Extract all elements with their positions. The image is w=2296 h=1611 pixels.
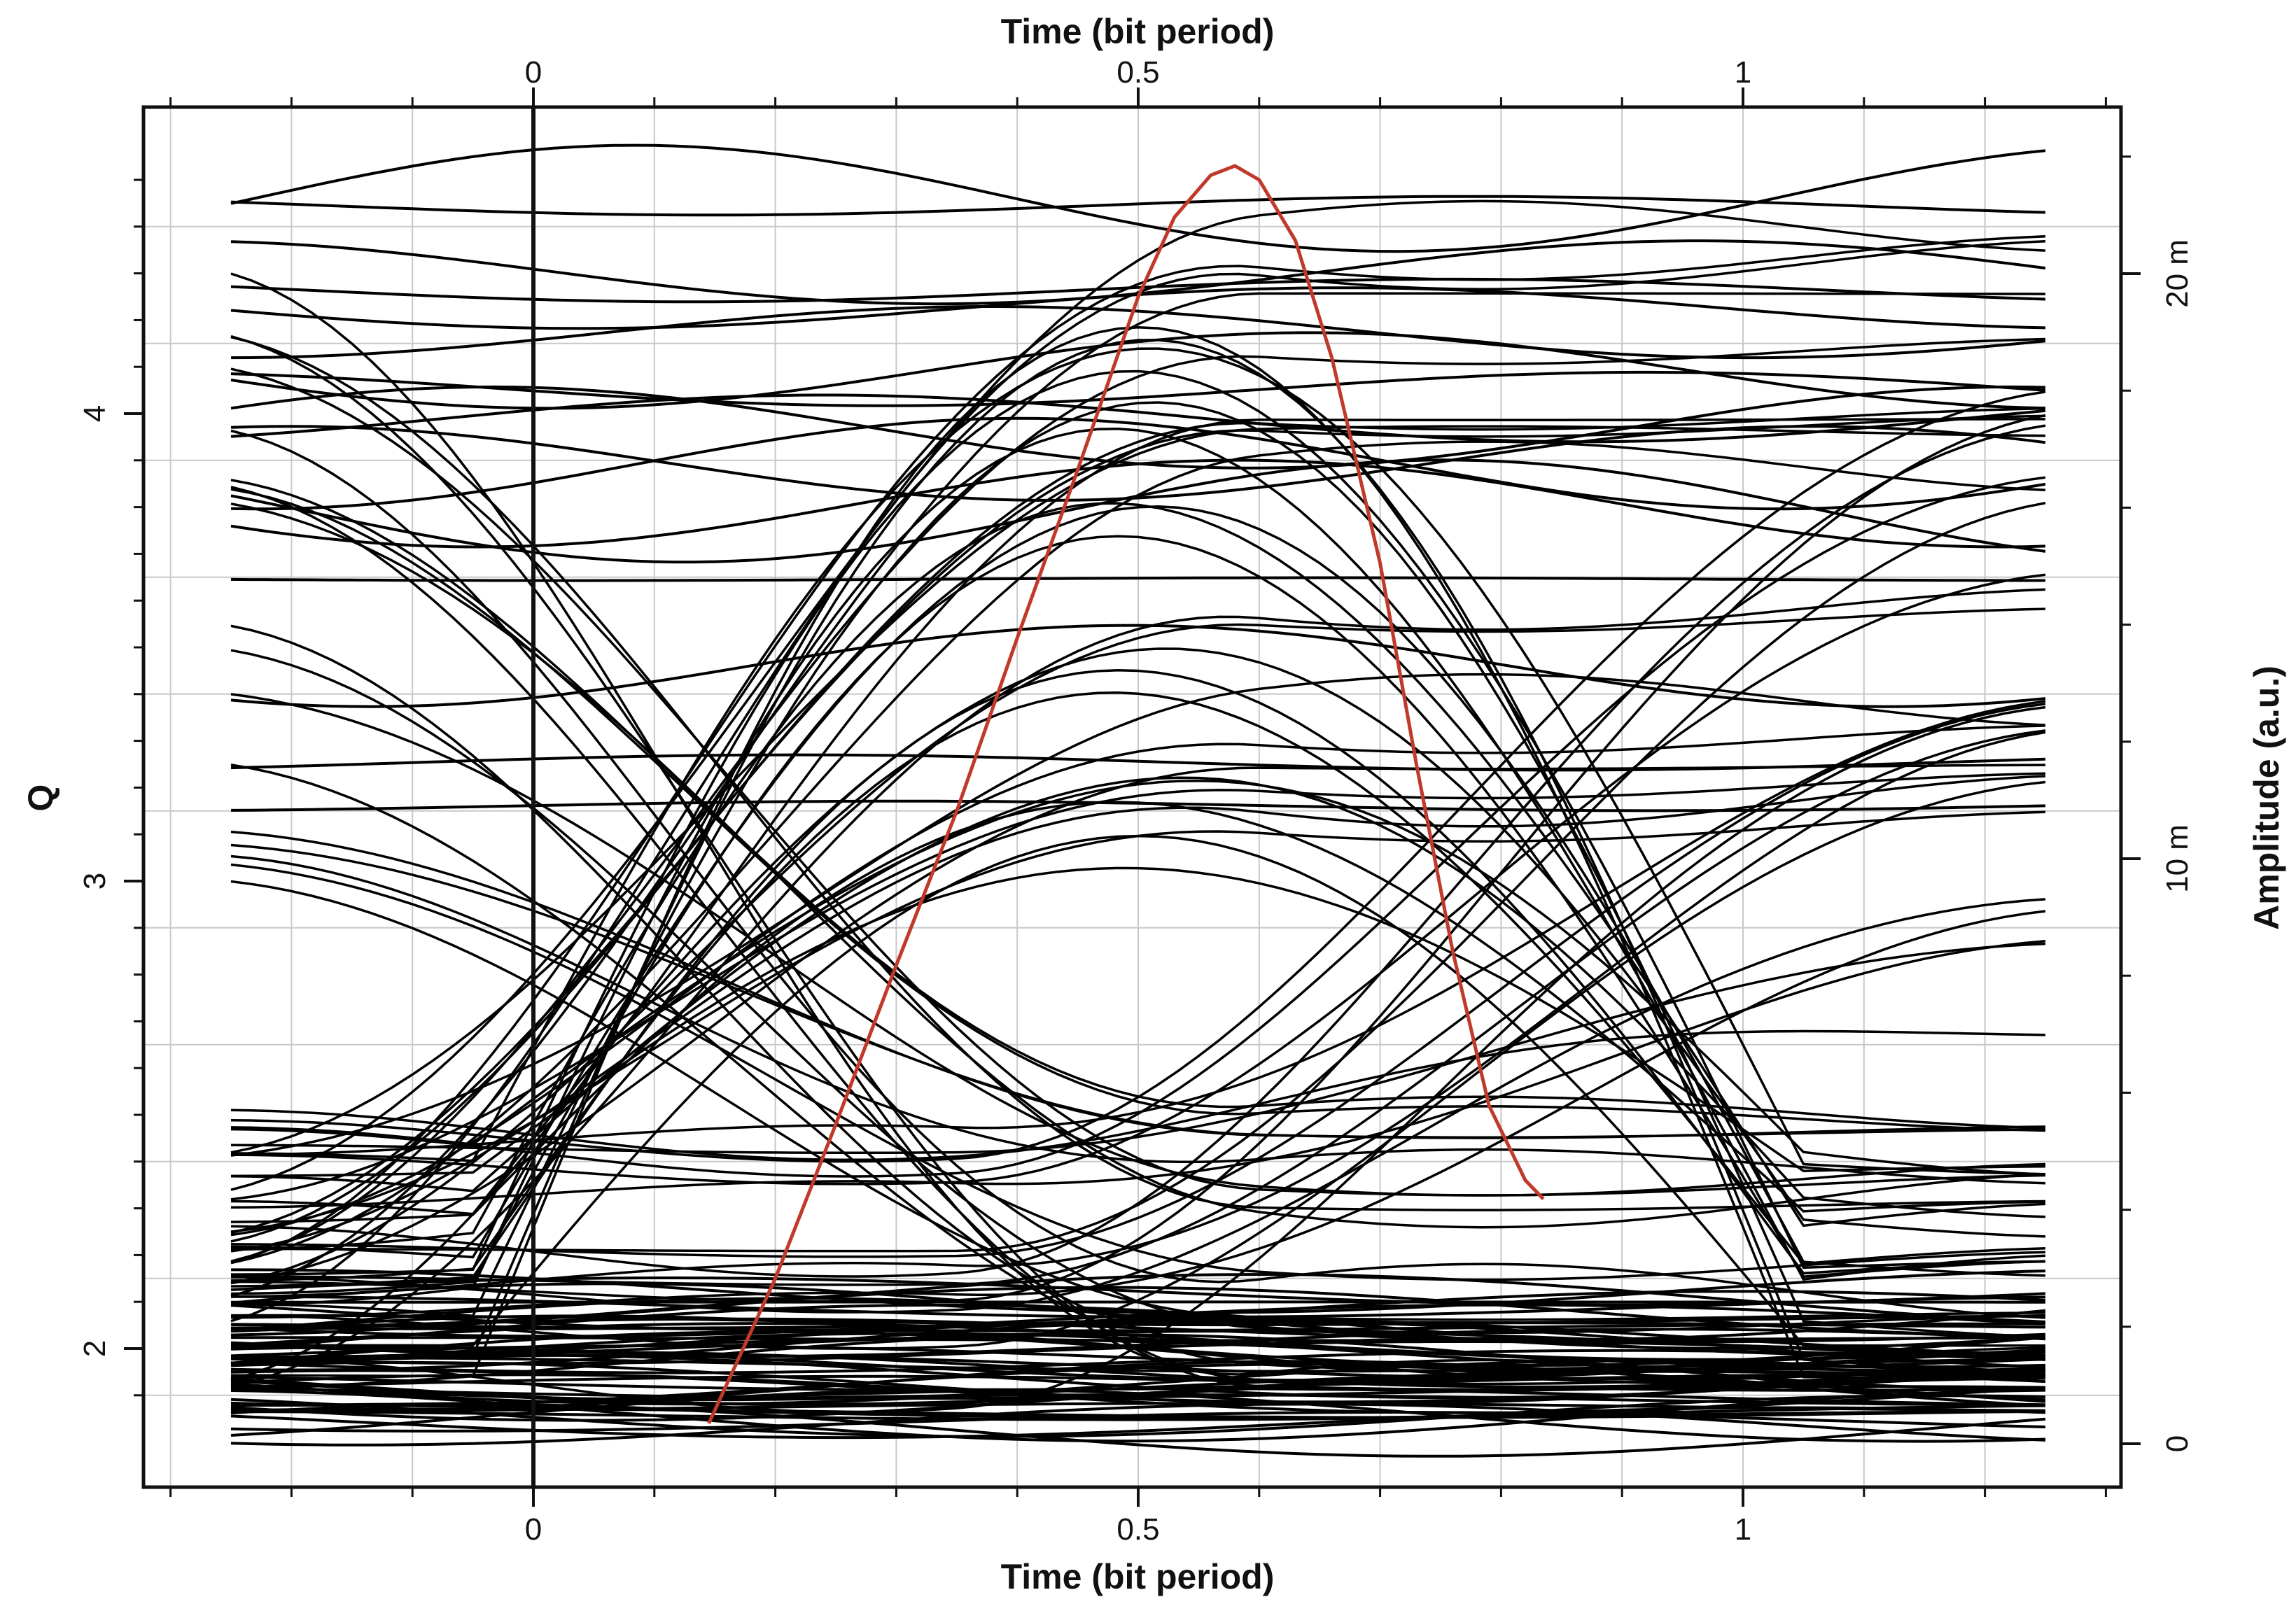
- y-right-tick-label: 20 m: [2160, 239, 2194, 308]
- x-tick-label-bottom: 0: [525, 1512, 542, 1547]
- x-tick-label-bottom: 1: [1735, 1512, 1751, 1547]
- y-axis-title-left: Q: [21, 785, 60, 812]
- x-tick-label-bottom: 0.5: [1116, 1512, 1159, 1547]
- x-tick-label-top: 1: [1735, 55, 1751, 90]
- y-right-tick-label: 10 m: [2160, 824, 2194, 893]
- y-left-tick-label: 4: [78, 405, 112, 422]
- x-axis-title-bottom: Time (bit period): [1001, 1557, 1275, 1596]
- plot-frame: [141, 105, 2123, 1489]
- y-axis-title-right: Amplitude (a.u.): [2247, 666, 2286, 930]
- x-tick-label-top: 0: [525, 55, 542, 90]
- x-axis-title-top: Time (bit period): [1001, 12, 1275, 51]
- y-left-tick-label: 2: [78, 1340, 112, 1357]
- y-right-tick-label: 0: [2160, 1435, 2194, 1452]
- axis-ticks: 0 0 0.5 0.5 1 1 2 3 4 0 10 m 20 m: [78, 55, 2194, 1547]
- x-tick-label-top: 0.5: [1116, 55, 1159, 90]
- q-factor-curve: [707, 164, 1545, 1424]
- y-left-tick-label: 3: [78, 873, 112, 889]
